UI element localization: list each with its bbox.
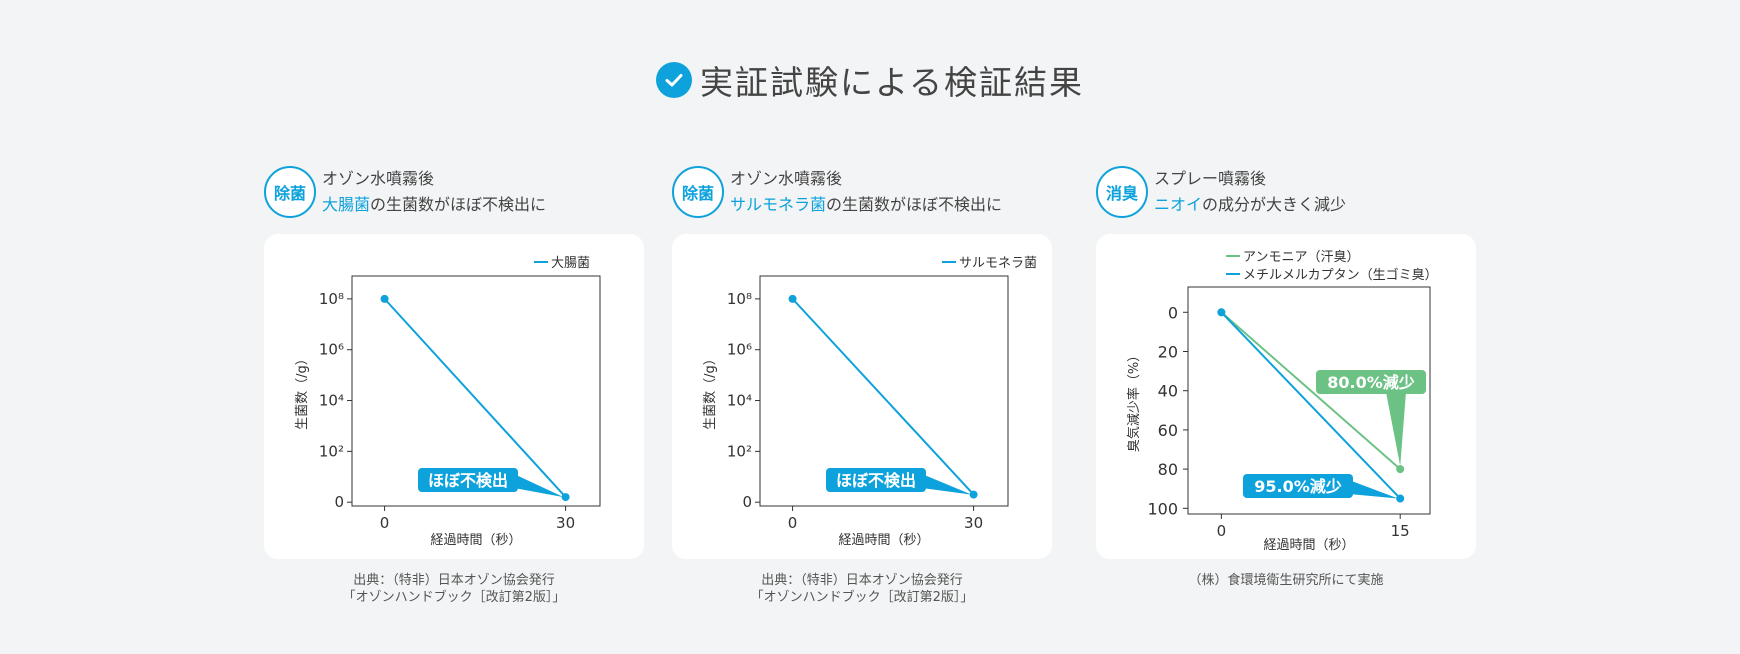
source-line1: （株）食環境衛生研究所にて実施 [1188,573,1384,588]
desc-line2: 大腸菌の生菌数がほぼ不検出に [322,192,546,218]
y-tick-label: 60 [1158,421,1178,440]
page-heading: 実証試験による検証結果 [0,56,1740,104]
data-point [1396,494,1405,503]
panel-header: 除菌 オゾン水噴霧後 大腸菌の生菌数がほぼ不検出に [264,166,644,228]
data-point [561,493,570,502]
desc-line2: サルモネラ菌の生菌数がほぼ不検出に [730,192,1002,218]
source-note: （株）食環境衛生研究所にて実施 [1096,572,1476,589]
desc-highlight: 大腸菌 [322,195,371,214]
panel-ecoli: 除菌 オゾン水噴霧後 大腸菌の生菌数がほぼ不検出に 0 10² 10⁴ 10⁶ 10⁸ 0… [264,166,644,605]
x-tick-label: 30 [556,514,575,532]
x-tick-label: 0 [1217,522,1227,540]
plot-frame [759,275,1009,507]
series-line [1220,311,1401,470]
check-circle-icon [655,62,692,98]
source-line2: 「オゾンハンドブック［改訂第2版］」 [750,590,974,605]
y-tick-label: 0 [742,493,752,511]
annotation-box [1243,474,1353,498]
page-title: 実証試験による検証結果 [699,63,1084,102]
plot-frame [1187,286,1431,515]
x-axis-label: 経過時間（秒） [1263,538,1354,553]
chart-odor: 0 20 40 60 80 100 0 15 経過時間（秒） 臭気減少率（%） アンモニア（汗臭） メ… [1126,250,1438,553]
chart-card: 0 20 40 60 80 100 0 15 経過時間（秒） 臭気減少率（%） アンモニア（汗臭） メ… [1096,234,1476,559]
data-point [788,294,797,303]
desc-line1: オゾン水噴霧後 [730,169,843,188]
panel-description: オゾン水噴霧後 大腸菌の生菌数がほぼ不検出に [322,166,546,218]
legend-label: メチルメルカプタン（生ゴミ臭） [1243,267,1438,283]
sterilize-badge: 除菌 [264,166,316,218]
data-point [1217,308,1226,317]
annotation-label: ほぼ不検出 [836,471,916,490]
y-axis-label: 臭気減少率（%） [1126,349,1142,452]
y-tick-label: 10⁶ [319,341,344,359]
chart-card: 0 10² 10⁴ 10⁶ 10⁸ 0 30 経過時間（秒） 生菌数（/g） 大腸菌ほぼ不検出 [264,234,644,559]
y-tick-label: 10⁴ [727,392,752,410]
desc-rest: の成分が大きく減少 [1202,195,1347,214]
sterilize-badge: 除菌 [672,166,724,218]
x-tick-label: 15 [1391,522,1410,540]
y-axis-label: 生菌数（/g） [703,352,718,430]
plot-frame [351,275,601,507]
legend-label: 大腸菌 [551,256,590,271]
annotation-box [418,468,518,492]
x-tick-label: 30 [964,514,983,532]
panel-salmonella: 除菌 オゾン水噴霧後 サルモネラ菌の生菌数がほぼ不検出に 0 10² 10⁴ 10⁶ 1… [672,166,1052,605]
desc-highlight: ニオイ [1154,195,1203,214]
desc-line2: ニオイの成分が大きく減少 [1154,192,1346,218]
annotation-label: 95.0%減少 [1254,477,1342,496]
annotation-label: ほぼ不検出 [428,471,508,490]
data-point [1396,465,1405,474]
data-point [380,294,389,303]
y-tick-label: 0 [334,493,344,511]
series-line [791,298,975,496]
series-line [383,298,567,498]
legend-label: サルモネラ菌 [959,256,1037,271]
y-tick-label: 10⁸ [319,290,344,308]
desc-line1: オゾン水噴霧後 [322,169,435,188]
annotation-box [1316,370,1426,394]
annotation-box [826,468,926,492]
panel-description: スプレー噴霧後 ニオイの成分が大きく減少 [1154,166,1346,218]
source-line1: 出典：（特非）日本オゾン協会発行 [761,573,963,588]
y-axis-label: 生菌数（/g） [295,352,310,430]
y-tick-label: 10⁶ [727,341,752,359]
y-tick-label: 80 [1158,460,1178,479]
source-line2: 「オゾンハンドブック［改訂第2版］」 [342,590,566,605]
desc-rest: の生菌数がほぼ不検出に [826,195,1003,214]
panel-header: 除菌 オゾン水噴霧後 サルモネラ菌の生菌数がほぼ不検出に [672,166,1052,228]
x-axis-label: 経過時間（秒） [838,533,929,548]
deodorize-badge: 消臭 [1096,166,1148,218]
source-note: 出典：（特非）日本オゾン協会発行 「オゾンハンドブック［改訂第2版］」 [264,572,644,606]
x-tick-label: 0 [788,514,798,532]
data-point [969,490,978,499]
x-axis-label: 経過時間（秒） [430,533,521,548]
panel-description: オゾン水噴霧後 サルモネラ菌の生菌数がほぼ不検出に [730,166,1002,218]
panel-deodorize: 消臭 スプレー噴霧後 ニオイの成分が大きく減少 0 20 40 60 80 100 0 15 経… [1096,166,1476,588]
y-tick-label: 10² [727,442,752,460]
y-tick-label: 40 [1158,382,1178,401]
desc-highlight: サルモネラ菌 [730,195,827,214]
chart-salmonella: 0 10² 10⁴ 10⁶ 10⁸ 0 30 経過時間（秒） 生菌数（/g） サルモネラ菌ほぼ不検… [703,256,1037,548]
legend-label: アンモニア（汗臭） [1243,250,1359,265]
y-tick-label: 0 [1168,303,1178,322]
source-note: 出典：（特非）日本オゾン協会発行 「オゾンハンドブック［改訂第2版］」 [672,572,1052,606]
annotation-pointer [1386,392,1406,467]
y-tick-label: 20 [1158,342,1178,361]
desc-line1: スプレー噴霧後 [1154,169,1267,188]
y-tick-label: 10⁸ [727,290,752,308]
panel-header: 消臭 スプレー噴霧後 ニオイの成分が大きく減少 [1096,166,1476,228]
y-tick-label: 100 [1147,499,1178,518]
chart-card: 0 10² 10⁴ 10⁶ 10⁸ 0 30 経過時間（秒） 生菌数（/g） サルモネラ菌ほぼ不検… [672,234,1052,559]
x-tick-label: 0 [380,514,390,532]
series-line [1220,311,1401,500]
y-tick-label: 10² [319,442,344,460]
desc-rest: の生菌数がほぼ不検出に [370,195,547,214]
annotation-label: 80.0%減少 [1327,373,1415,392]
y-tick-label: 10⁴ [319,392,344,410]
source-line1: 出典：（特非）日本オゾン協会発行 [353,573,555,588]
